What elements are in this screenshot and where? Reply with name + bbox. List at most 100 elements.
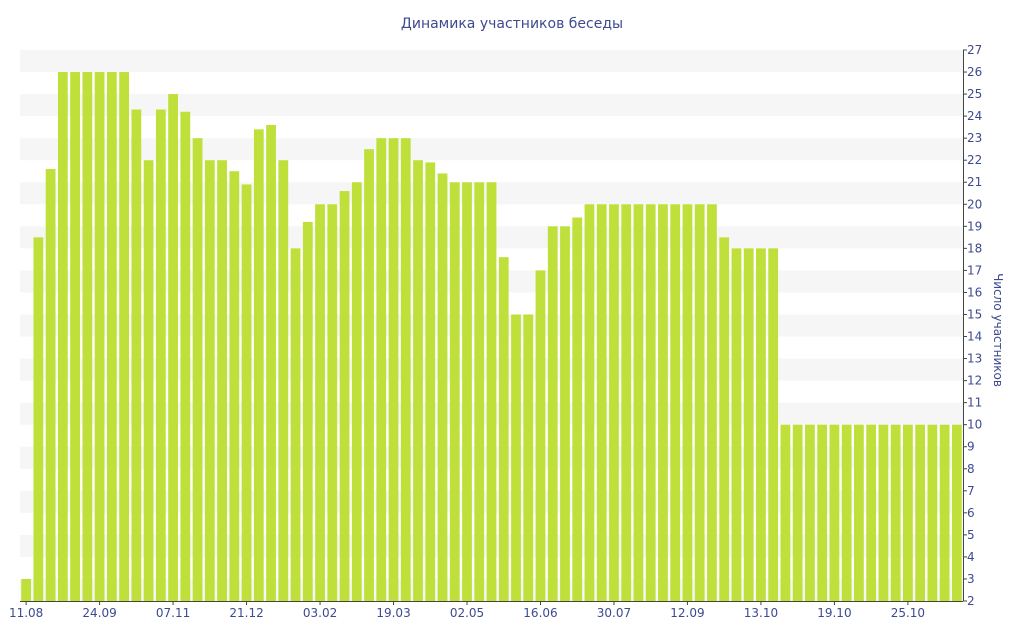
y-tick-label: 23 xyxy=(967,131,982,145)
bar xyxy=(535,270,546,601)
bar xyxy=(792,424,803,601)
bar xyxy=(180,111,191,601)
bar xyxy=(511,314,521,601)
bar xyxy=(731,248,742,602)
y-tick-label: 27 xyxy=(967,43,982,57)
bar xyxy=(204,160,215,601)
y-tick-label: 3 xyxy=(967,572,975,586)
y-tick-label: 25 xyxy=(967,87,982,101)
bar xyxy=(290,248,301,602)
bar xyxy=(829,424,840,601)
bar xyxy=(596,204,607,601)
bar xyxy=(413,160,423,601)
bar xyxy=(841,424,852,601)
bar xyxy=(658,204,668,601)
bar xyxy=(241,184,252,601)
bar xyxy=(351,182,362,602)
y-tick-label: 21 xyxy=(967,175,982,189)
x-tick-label: 25.10 xyxy=(891,606,925,620)
bar xyxy=(817,424,828,601)
y-tick-label: 15 xyxy=(967,307,982,321)
x-tick-label: 02.05 xyxy=(450,606,484,620)
bar xyxy=(217,160,227,601)
bar xyxy=(951,424,962,601)
x-tick-label: 24.09 xyxy=(82,606,116,620)
bar xyxy=(645,204,656,601)
x-tick-label: 21.12 xyxy=(229,606,263,620)
y-tick-label: 13 xyxy=(967,352,982,366)
y-tick-label: 10 xyxy=(967,418,982,432)
bar xyxy=(70,72,81,602)
bar xyxy=(939,424,950,601)
bar xyxy=(425,162,436,602)
bar xyxy=(376,138,387,601)
bar xyxy=(633,204,644,601)
x-tick-label: 12.09 xyxy=(670,606,704,620)
bars xyxy=(21,72,962,602)
y-tick-label: 18 xyxy=(967,241,982,255)
bar xyxy=(192,138,203,601)
bar xyxy=(498,257,509,601)
bar xyxy=(523,314,534,601)
bar xyxy=(743,248,754,602)
bar xyxy=(780,424,791,601)
bar xyxy=(168,94,178,601)
bar xyxy=(266,124,276,601)
bar xyxy=(474,182,485,602)
y-tick-label: 16 xyxy=(967,285,982,299)
bar xyxy=(866,424,877,601)
y-axis-label: Число участников xyxy=(991,273,1005,387)
y-tick-label: 11 xyxy=(967,396,982,410)
bar xyxy=(560,226,570,601)
bar xyxy=(462,182,472,602)
y-tick-label: 20 xyxy=(967,197,982,211)
bar xyxy=(253,129,264,601)
bar xyxy=(82,72,93,602)
axes xyxy=(20,49,967,605)
x-tick-label: 30.07 xyxy=(597,606,631,620)
bar xyxy=(131,109,142,602)
x-tick-label: 19.10 xyxy=(817,606,851,620)
bar xyxy=(155,109,166,602)
x-tick-label: 07.11 xyxy=(156,606,190,620)
y-tick-label: 5 xyxy=(967,528,975,542)
y-tick-label: 4 xyxy=(967,550,975,564)
bar xyxy=(364,149,374,601)
y-tick-label: 26 xyxy=(967,65,982,79)
bar xyxy=(707,204,717,601)
bar xyxy=(278,160,289,601)
y-tick-label: 17 xyxy=(967,263,982,277)
bar xyxy=(854,424,864,601)
bar xyxy=(547,226,558,601)
y-tick-label: 22 xyxy=(967,153,982,167)
y-tick-label: 6 xyxy=(967,506,975,520)
bar xyxy=(143,160,154,601)
bar xyxy=(339,191,350,601)
y-tick-label: 24 xyxy=(967,109,982,123)
x-tick-label: 16.06 xyxy=(523,606,557,620)
bar xyxy=(670,204,681,601)
bar xyxy=(449,182,460,602)
bar xyxy=(57,72,68,602)
bar xyxy=(572,217,583,601)
bar xyxy=(584,204,595,601)
y-tick-label: 12 xyxy=(967,374,982,388)
y-tick-label: 19 xyxy=(967,219,982,233)
x-tick-labels: 11.08 24.09 07.11 21.12 03.02 19.03 02.05 16.06… xyxy=(9,606,925,620)
y-tick-label: 7 xyxy=(967,484,975,498)
bar xyxy=(388,138,399,601)
x-tick-label: 11.08 xyxy=(9,606,43,620)
bar xyxy=(756,248,766,602)
bar xyxy=(21,578,32,601)
bar xyxy=(805,424,815,601)
bar xyxy=(768,248,779,602)
bar xyxy=(621,204,632,601)
bar xyxy=(229,171,240,601)
bar xyxy=(694,204,705,601)
y-tick-label: 14 xyxy=(967,330,982,344)
bar xyxy=(682,204,693,601)
y-tick-label: 2 xyxy=(967,594,975,608)
bar xyxy=(94,72,105,602)
